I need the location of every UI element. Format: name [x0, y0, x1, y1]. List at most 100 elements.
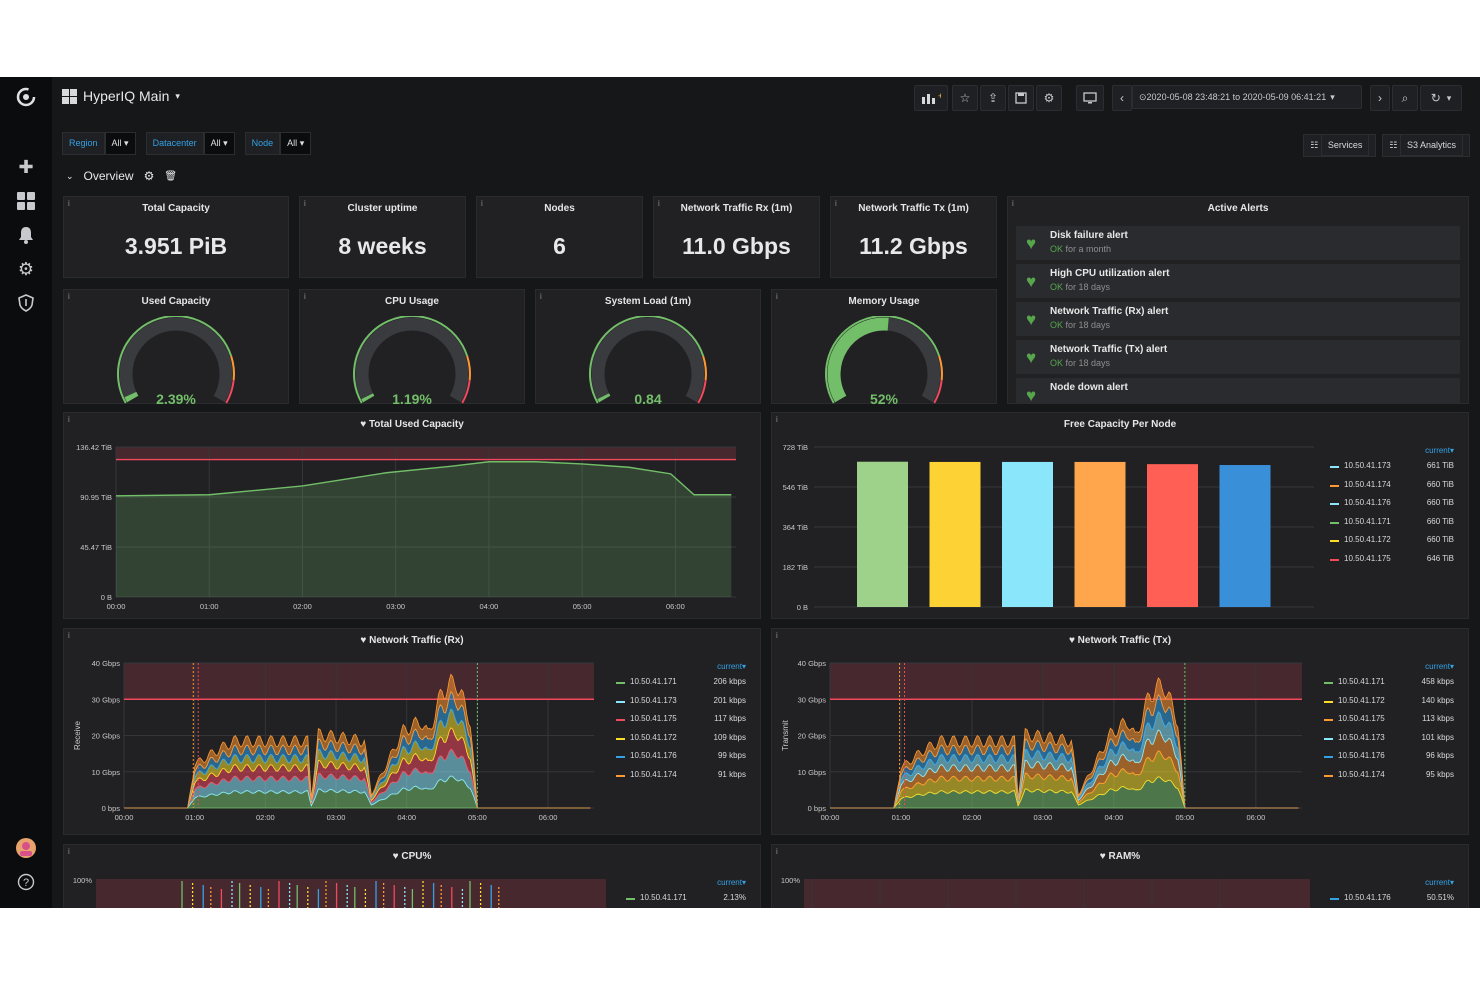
time-picker[interactable]: ⊙ 2020-05-08 23:48:21 to 2020-05-09 06:4…: [1132, 85, 1362, 109]
share-button[interactable]: ⇪: [980, 85, 1006, 111]
gauge-panel-used-capacity[interactable]: i Used Capacity 2.39%: [63, 289, 289, 404]
info-icon[interactable]: i: [658, 199, 660, 208]
legend-item[interactable]: 10.50.41.176 99 kbps: [616, 751, 746, 769]
legend-item[interactable]: 10.50.41.173 201 kbps: [616, 696, 746, 714]
gauge-value-text: 2.39%: [156, 391, 196, 404]
legend-item[interactable]: 10.50.41.176 96 kbps: [1324, 751, 1454, 769]
help-icon[interactable]: ?: [14, 870, 38, 894]
dashboard-links: ☷ Services ☷ S3 Analytics: [1303, 134, 1470, 157]
x-tick-label: 06:00: [1246, 813, 1265, 822]
row-header-overview[interactable]: ⌄ Overview ⚙ 🗑: [66, 169, 177, 183]
legend-header[interactable]: current▾: [717, 878, 746, 887]
gauge-panel-system-load[interactable]: i System Load (1m) 0.84: [535, 289, 761, 404]
row-delete-trash-icon[interactable]: 🗑: [164, 170, 178, 182]
legend-item[interactable]: 10.50.41.172 109 kbps: [616, 733, 746, 751]
legend-item[interactable]: 10.50.41.175 113 kbps: [1324, 714, 1454, 732]
legend-item[interactable]: 10.50.41.174 91 kbps: [616, 770, 746, 788]
star-button[interactable]: ☆: [952, 85, 978, 111]
graph-panel-cpu-percent[interactable]: i ♥ CPU% 100% current▾ 10.50.41.171 2.13%: [63, 844, 761, 908]
graph-panel-ram-percent[interactable]: i ♥ RAM% 100% current▾ 10.50.41.176 50.51…: [771, 844, 1469, 908]
graph-panel-free-capacity-per-node[interactable]: i Free Capacity Per Node 728 TiB 546 TiB 3…: [771, 412, 1469, 619]
info-icon[interactable]: i: [776, 847, 778, 856]
stat-panel-network-rx[interactable]: i Network Traffic Rx (1m) 11.0 Gbps: [653, 196, 820, 278]
legend-item[interactable]: 10.50.41.173 661 TiB: [1330, 461, 1454, 479]
s3-analytics-link[interactable]: ☷ S3 Analytics: [1382, 134, 1470, 157]
alert-item[interactable]: ♥ Disk failure alert OK for a month: [1016, 226, 1460, 260]
legend-item[interactable]: 10.50.41.171 458 kbps: [1324, 677, 1454, 695]
variable-region[interactable]: Region All ▾: [62, 132, 136, 155]
variable-value[interactable]: All ▾: [280, 132, 312, 155]
gauge-panel-memory-usage[interactable]: i Memory Usage 52%: [771, 289, 997, 404]
stat-panel-network-tx[interactable]: i Network Traffic Tx (1m) 11.2 Gbps: [830, 196, 997, 278]
graph-panel-total-used-capacity[interactable]: i ♥ Total Used Capacity 136.42 TiB 90.95 …: [63, 412, 761, 619]
legend-item[interactable]: 10.50.41.174 95 kbps: [1324, 770, 1454, 788]
time-back-button[interactable]: ‹: [1112, 85, 1132, 111]
info-icon[interactable]: i: [481, 199, 483, 208]
info-icon[interactable]: i: [68, 631, 70, 640]
tv-mode-button[interactable]: [1076, 85, 1104, 111]
alerting-bell-icon[interactable]: [14, 223, 38, 247]
alert-item[interactable]: ♥ Network Traffic (Tx) alert OK for 18 d…: [1016, 340, 1460, 374]
info-icon[interactable]: i: [776, 292, 778, 301]
info-icon[interactable]: i: [68, 415, 70, 424]
info-icon[interactable]: i: [304, 292, 306, 301]
bar: [1002, 461, 1053, 607]
zoom-out-button[interactable]: ⌕: [1392, 85, 1418, 111]
legend-item[interactable]: 10.50.41.171 2.13%: [626, 893, 746, 908]
info-icon[interactable]: i: [68, 292, 70, 301]
info-icon[interactable]: i: [776, 415, 778, 424]
legend-header[interactable]: current▾: [1425, 662, 1454, 671]
stat-panel-total-capacity[interactable]: i Total Capacity 3.951 PiB: [63, 196, 289, 278]
alert-list-panel[interactable]: i Active Alerts ♥ Disk failure alert OK …: [1007, 196, 1469, 404]
legend-header[interactable]: current▾: [1425, 878, 1454, 887]
configuration-gear-icon[interactable]: ⚙: [17, 258, 35, 279]
variable-node[interactable]: Node All ▾: [244, 132, 312, 155]
dashboards-icon[interactable]: [14, 189, 38, 213]
dashboard-title[interactable]: HyperIQ Main ▾: [62, 88, 180, 104]
settings-button[interactable]: ⚙: [1036, 85, 1062, 111]
legend-current-value: 113 kbps: [1422, 714, 1454, 723]
info-icon[interactable]: i: [776, 631, 778, 640]
legend-item[interactable]: 10.50.41.171 206 kbps: [616, 677, 746, 695]
variable-datacenter[interactable]: Datacenter All ▾: [145, 132, 235, 155]
graph-panel-network-traffic-tx[interactable]: i ♥ Network Traffic (Tx) 40 Gbps 30 Gbps 2…: [771, 628, 1469, 835]
stat-panel-cluster-uptime[interactable]: i Cluster uptime 8 weeks: [299, 196, 466, 278]
user-avatar[interactable]: [14, 836, 38, 860]
info-icon[interactable]: i: [1012, 199, 1014, 208]
variable-value[interactable]: All ▾: [203, 132, 235, 155]
add-panel-button[interactable]: +: [914, 85, 948, 111]
services-link[interactable]: ☷ Services: [1303, 134, 1377, 157]
info-icon[interactable]: i: [835, 199, 837, 208]
alert-item[interactable]: ♥ Network Traffic (Rx) alert OK for 18 d…: [1016, 302, 1460, 336]
legend-item[interactable]: 10.50.41.176 660 TiB: [1330, 498, 1454, 516]
heart-icon: ♥: [1068, 635, 1075, 646]
legend-item[interactable]: 10.50.41.172 660 TiB: [1330, 535, 1454, 553]
info-icon[interactable]: i: [68, 847, 70, 856]
shield-icon[interactable]: [14, 291, 38, 315]
save-button[interactable]: [1008, 85, 1034, 111]
stat-panel-nodes[interactable]: i Nodes 6: [476, 196, 643, 278]
alert-item[interactable]: ♥ High CPU utilization alert OK for 18 d…: [1016, 264, 1460, 298]
legend-item[interactable]: 10.50.41.171 660 TiB: [1330, 517, 1454, 535]
grafana-logo-icon[interactable]: [14, 85, 38, 109]
time-forward-button[interactable]: ›: [1370, 85, 1390, 111]
info-icon[interactable]: i: [304, 199, 306, 208]
refresh-button[interactable]: ↻ ▾: [1420, 85, 1462, 111]
chart-legend: current▾ 10.50.41.171 2.13%: [626, 878, 746, 908]
legend-item[interactable]: 10.50.41.176 50.51%: [1330, 893, 1454, 908]
gauge-panel-cpu-usage[interactable]: i CPU Usage 1.19%: [299, 289, 525, 404]
graph-panel-network-traffic-rx[interactable]: i ♥ Network Traffic (Rx) 40 Gbps 30 Gbps 2…: [63, 628, 761, 835]
info-icon[interactable]: i: [68, 199, 70, 208]
legend-item[interactable]: 10.50.41.172 140 kbps: [1324, 696, 1454, 714]
info-icon[interactable]: i: [540, 292, 542, 301]
legend-item[interactable]: 10.50.41.175 646 TiB: [1330, 554, 1454, 572]
legend-header[interactable]: current▾: [717, 662, 746, 671]
legend-header[interactable]: current▾: [1425, 446, 1454, 455]
create-plus-icon[interactable]: ✚: [18, 156, 34, 177]
legend-item[interactable]: 10.50.41.174 660 TiB: [1330, 480, 1454, 498]
legend-item[interactable]: 10.50.41.173 101 kbps: [1324, 733, 1454, 751]
alert-item[interactable]: ♥ Node down alert: [1016, 378, 1460, 403]
row-settings-gear-icon[interactable]: ⚙: [143, 169, 155, 183]
legend-item[interactable]: 10.50.41.175 117 kbps: [616, 714, 746, 732]
variable-value[interactable]: All ▾: [104, 132, 136, 155]
